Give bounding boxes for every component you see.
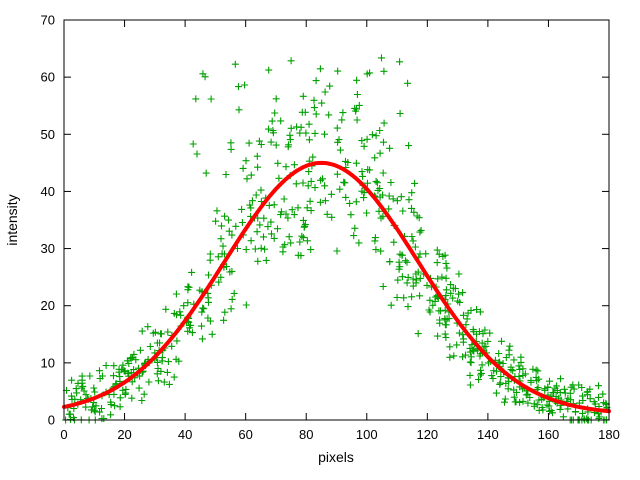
x-tick-label: 160 <box>538 427 560 442</box>
y-axis-label: intensity <box>4 194 20 245</box>
y-tick-label: 40 <box>41 184 55 199</box>
x-tick-label: 40 <box>178 427 192 442</box>
y-tick-label: 10 <box>41 355 55 370</box>
x-tick-label: 0 <box>60 427 67 442</box>
y-tick-label: 50 <box>41 127 55 142</box>
x-tick-label: 140 <box>477 427 499 442</box>
y-tick-label: 70 <box>41 13 55 28</box>
plot-layer: 0 20 40 60 80 100 120 140 160 180 0 10 20 30 40 50 60 70 <box>41 13 620 443</box>
fit-curve <box>62 160 611 414</box>
y-tick-label: 0 <box>48 413 55 428</box>
y-tick-label: 60 <box>41 70 55 85</box>
y-tick-label: 20 <box>41 298 55 313</box>
x-tick-label: 100 <box>356 427 378 442</box>
x-tick-label: 20 <box>117 427 131 442</box>
x-tick-label: 180 <box>598 427 620 442</box>
x-axis-label: pixels <box>318 449 354 465</box>
x-tick-label: 120 <box>416 427 438 442</box>
y-tick-label: 30 <box>41 241 55 256</box>
x-tick-label: 60 <box>238 427 252 442</box>
plot-border <box>63 19 610 421</box>
x-tick-label: 80 <box>299 427 313 442</box>
